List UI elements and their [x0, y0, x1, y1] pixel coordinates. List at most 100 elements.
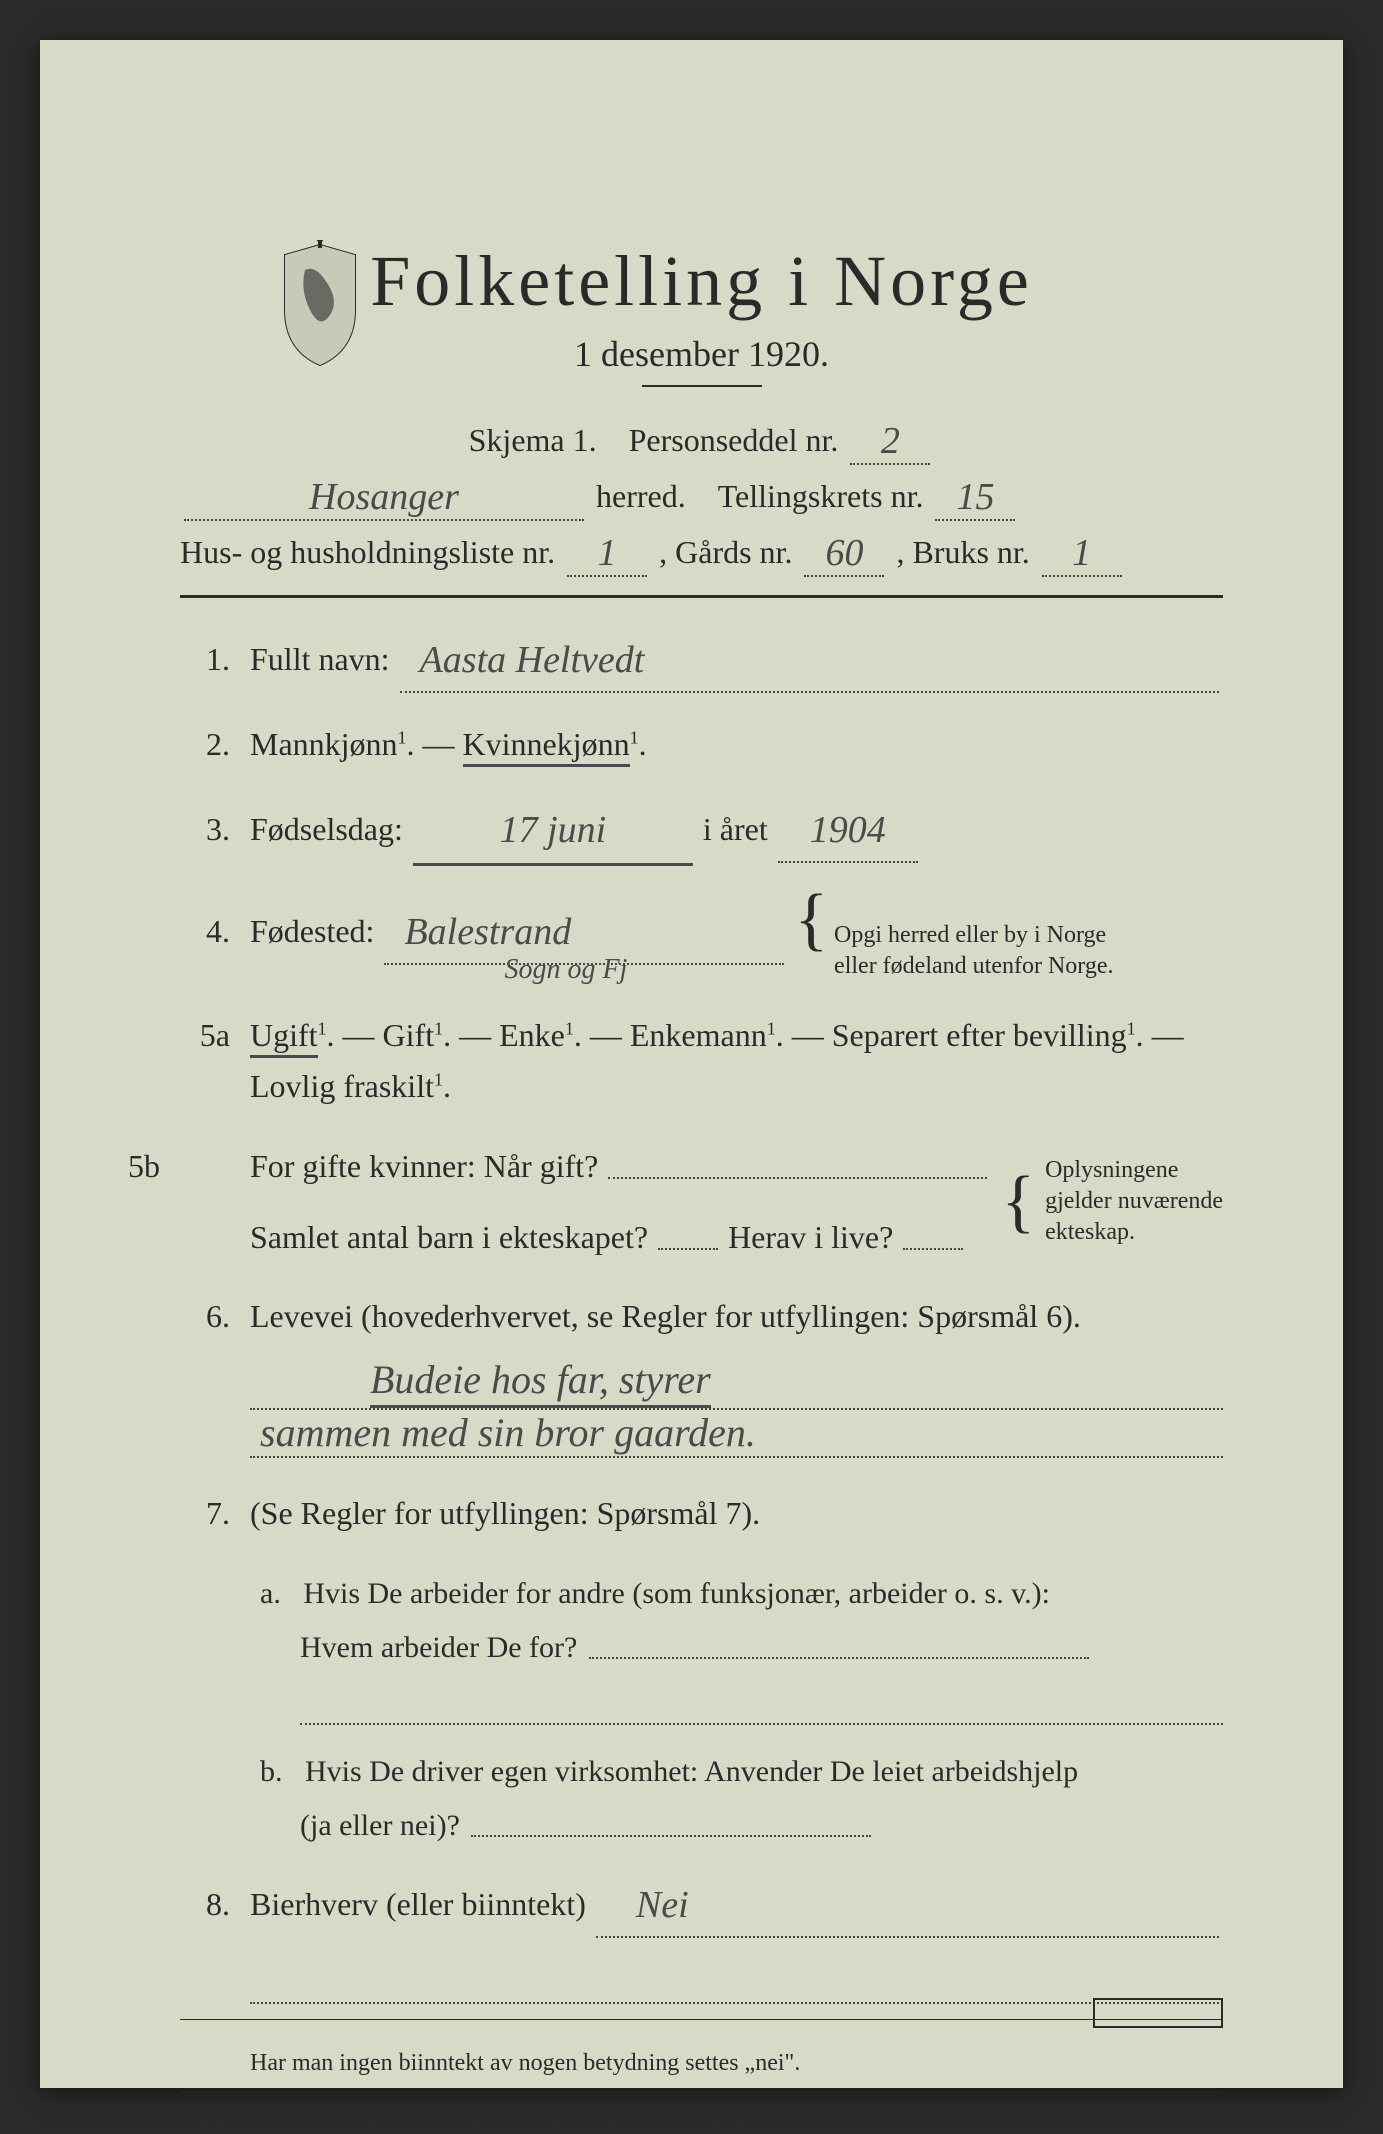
q7-label: (Se Regler for utfyllingen: Spørsmål 7).: [250, 1495, 760, 1531]
q5b-field1: [608, 1177, 987, 1179]
footnote-2-text: Her kan svares ved tydelig understreknin…: [198, 2108, 803, 2133]
shield-svg: [270, 240, 370, 370]
tellingskrets-label: Tellingskrets nr.: [718, 478, 924, 515]
q4-label: Fødested:: [250, 906, 374, 957]
herred-suffix: herred.: [596, 478, 686, 515]
form-header-line3: Hus- og husholdningsliste nr. 1 , Gårds …: [180, 529, 1223, 575]
q7b-label: b.: [260, 1755, 283, 1788]
q5b-note: Oplysningene gjelder nuværende ekteskap.: [1045, 1155, 1223, 1249]
q5b-field2: [658, 1248, 718, 1250]
q7a: a. Hvis De arbeider for andre (som funks…: [260, 1567, 1223, 1725]
question-2: 2. Mannkjønn1. — Kvinnekjønn1.: [180, 719, 1223, 770]
q7a-field: [589, 1657, 1089, 1659]
person-slip-nr: 2: [850, 419, 930, 465]
q3-label: Fødselsdag:: [250, 804, 403, 855]
q5a-opt2: Gift: [383, 1017, 435, 1053]
gards-nr: 60: [804, 531, 884, 577]
q4-num: 4.: [180, 906, 230, 957]
q7b: b. Hvis De driver egen virksomhet: Anven…: [260, 1745, 1223, 1853]
footnote-2: 1 Her kan svares ved tydelig understrekn…: [180, 2108, 1223, 2134]
q3-year: 1904: [778, 800, 918, 863]
q5b-note2: gjelder nuværende: [1045, 1188, 1223, 1214]
q5b-note1: Oplysningene: [1045, 1157, 1178, 1183]
q1-value: Aasta Heltvedt: [400, 630, 1219, 693]
q5a-opt6: Lovlig fraskilt: [250, 1068, 434, 1104]
q7a-text2: Hvem arbeider De for?: [300, 1631, 577, 1664]
printer-mark: [1093, 1998, 1223, 2028]
title-divider: [642, 385, 762, 387]
q6-label: Levevei (hovederhvervet, se Regler for u…: [250, 1298, 1081, 1334]
header-divider: [180, 595, 1223, 598]
q2-num: 2.: [180, 719, 230, 770]
q3-day: 17 juni: [413, 800, 693, 866]
q7-num: 7.: [180, 1488, 230, 1539]
person-slip-label: Personseddel nr.: [629, 422, 839, 459]
q5b-label2: Samlet antal barn i ekteskapet?: [250, 1212, 648, 1263]
question-5a: 5a Ugift1. — Gift1. — Enke1. — Enkemann1…: [180, 1010, 1223, 1112]
q5a-num: 5a: [180, 1010, 230, 1061]
brace-icon: {: [794, 892, 828, 948]
footnote-area: Har man ingen biinntekt av nogen betydni…: [180, 2050, 1223, 2134]
q4-value: Balestrand Sogn og Fj: [384, 902, 784, 965]
q3-num: 3.: [180, 804, 230, 855]
footnote-1: Har man ingen biinntekt av nogen betydni…: [250, 2050, 1223, 2077]
q8-num: 8.: [180, 1879, 230, 1930]
gards-label: , Gårds nr.: [659, 534, 792, 571]
bruks-label: , Bruks nr.: [896, 534, 1029, 571]
question-6: 6. Levevei (hovederhvervet, se Regler fo…: [180, 1291, 1223, 1342]
footer-divider-1: [180, 2019, 1223, 2020]
form-header-line2: Hosanger herred. Tellingskrets nr. 15: [180, 473, 1223, 519]
q4-note2: eller fødeland utenfor Norge.: [834, 953, 1113, 979]
footer-divider-2: [180, 2092, 1223, 2093]
sup1: 1: [398, 727, 407, 747]
form-header-line1: Skjema 1. Personseddel nr. 2: [180, 417, 1223, 463]
q4-note1: Opgi herred eller by i Norge: [834, 922, 1106, 948]
q4-extra: Sogn og Fj: [504, 948, 627, 993]
q7a-line2: [300, 1685, 1223, 1725]
q2-opt2: Kvinnekjønn: [463, 726, 630, 767]
question-5b: 5a 5b For gifte kvinner: Når gift? Samle…: [180, 1141, 1223, 1263]
hus-label: Hus- og husholdningsliste nr.: [180, 534, 555, 571]
q7b-field: [471, 1835, 871, 1837]
q1-num: 1.: [180, 634, 230, 685]
brace-icon-2: {: [1001, 1174, 1035, 1230]
question-3: 3. Fødselsdag: 17 juni i året 1904: [180, 798, 1223, 864]
q5b-label1: For gifte kvinner: Når gift?: [250, 1141, 598, 1192]
question-8: 8. Bierhverv (eller biinntekt) Nei: [180, 1873, 1223, 1936]
question-7: 7. (Se Regler for utfyllingen: Spørsmål …: [180, 1488, 1223, 1539]
bruks-nr: 1: [1042, 531, 1122, 577]
hus-nr: 1: [567, 531, 647, 577]
q6-num: 6.: [180, 1291, 230, 1342]
q6-line1: Budeie hos far, styrer: [250, 1370, 1223, 1410]
q8-label: Bierhverv (eller biinntekt): [250, 1879, 586, 1930]
q4-value-text: Balestrand: [404, 911, 571, 953]
footnote-2-prefix: 1: [180, 2109, 187, 2124]
q1-label: Fullt navn:: [250, 634, 390, 685]
q2-dash: —: [423, 726, 463, 762]
coat-of-arms-icon: [270, 240, 370, 370]
q7a-label: a.: [260, 1577, 281, 1610]
q6-value2: sammen med sin bror gaarden.: [260, 1409, 756, 1456]
q8-line2: [250, 1964, 1223, 2004]
herred-name: Hosanger: [184, 475, 584, 521]
q5a-opt3: Enke: [499, 1017, 565, 1053]
q7b-text1: Hvis De driver egen virksomhet: Anvender…: [305, 1755, 1078, 1788]
q5a-opt1: Ugift: [250, 1017, 318, 1058]
question-4: 4. Fødested: Balestrand Sogn og Fj { Opg…: [180, 892, 1223, 982]
q5a-opt5: Separert efter bevilling: [832, 1017, 1127, 1053]
q5b-label3: Herav i live?: [728, 1212, 893, 1263]
census-form-page: Folketelling i Norge 1 desember 1920. Sk…: [40, 40, 1343, 2088]
sup2: 1: [630, 727, 639, 747]
q7a-text1: Hvis De arbeider for andre (som funksjon…: [303, 1577, 1050, 1610]
q5b-note3: ekteskap.: [1045, 1219, 1135, 1245]
q6-value1: Budeie hos far, styrer: [370, 1356, 711, 1408]
tellingskrets-nr: 15: [935, 475, 1015, 521]
q4-note: Opgi herred eller by i Norge eller fødel…: [834, 920, 1113, 982]
q2-opt1: Mannkjønn: [250, 726, 398, 762]
q6-line2: sammen med sin bror gaarden.: [250, 1418, 1223, 1458]
q8-value: Nei: [596, 1875, 1219, 1938]
q7b-text2: (ja eller nei)?: [300, 1809, 460, 1842]
q3-year-label: i året: [703, 804, 768, 855]
question-1: 1. Fullt navn: Aasta Heltvedt: [180, 628, 1223, 691]
q5a-opt4: Enkemann: [630, 1017, 767, 1053]
